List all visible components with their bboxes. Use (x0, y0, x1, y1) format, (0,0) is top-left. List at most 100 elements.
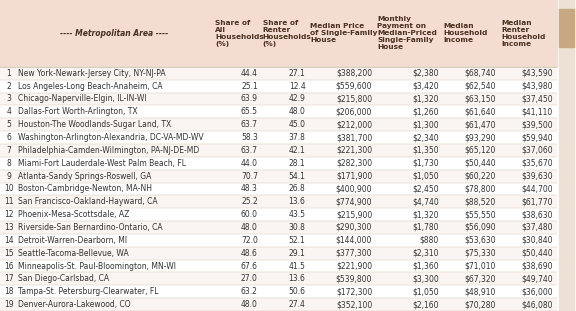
Text: $290,300: $290,300 (336, 223, 372, 232)
Text: 13: 13 (4, 223, 13, 232)
Text: $1,730: $1,730 (412, 159, 439, 168)
Text: 48.3: 48.3 (241, 184, 258, 193)
Text: 67.6: 67.6 (241, 262, 258, 271)
Text: $36,000: $36,000 (521, 287, 553, 296)
Text: 15: 15 (4, 249, 13, 258)
Text: Median
Household
Income: Median Household Income (444, 23, 488, 44)
Text: $50,440: $50,440 (464, 159, 496, 168)
Text: 10: 10 (4, 184, 13, 193)
Text: 63.9: 63.9 (241, 95, 258, 104)
Text: $1,320: $1,320 (412, 210, 439, 219)
Text: $62,540: $62,540 (464, 82, 496, 91)
Text: 12: 12 (4, 210, 13, 219)
Text: 13.6: 13.6 (289, 274, 305, 283)
Text: $88,520: $88,520 (465, 197, 496, 206)
Text: 48.0: 48.0 (241, 300, 258, 309)
Bar (0, 170, 557, 183)
Text: Houston-The Woodlands-Sugar Land, TX: Houston-The Woodlands-Sugar Land, TX (18, 120, 171, 129)
Text: 48.6: 48.6 (241, 249, 258, 258)
Text: $37,480: $37,480 (522, 223, 553, 232)
Bar (0, 195, 557, 208)
Text: $2,340: $2,340 (412, 133, 439, 142)
Text: 44.4: 44.4 (241, 69, 258, 78)
Text: 13.6: 13.6 (289, 197, 305, 206)
Text: $71,010: $71,010 (465, 262, 496, 271)
Text: 63.2: 63.2 (241, 287, 258, 296)
Text: 25.1: 25.1 (241, 82, 258, 91)
Bar (0, 247, 557, 260)
Bar (0, 285, 557, 298)
Bar (0, 272, 557, 285)
Text: $67,320: $67,320 (464, 274, 496, 283)
Text: $221,900: $221,900 (336, 262, 372, 271)
Text: $2,160: $2,160 (412, 300, 439, 309)
Text: $78,800: $78,800 (465, 184, 496, 193)
Text: 72.0: 72.0 (241, 236, 258, 245)
Text: $282,300: $282,300 (336, 159, 372, 168)
Text: Detroit-Warren-Dearborn, MI: Detroit-Warren-Dearborn, MI (18, 236, 127, 245)
Text: 63.7: 63.7 (241, 120, 258, 129)
Text: $1,360: $1,360 (412, 262, 439, 271)
Text: $2,450: $2,450 (412, 184, 439, 193)
Text: $53,630: $53,630 (464, 236, 496, 245)
Text: $388,200: $388,200 (336, 69, 372, 78)
Text: Monthly
Payment on
Median-Priced
Single-Family
House: Monthly Payment on Median-Priced Single-… (377, 16, 437, 50)
Text: Chicago-Naperville-Elgin, IL-IN-WI: Chicago-Naperville-Elgin, IL-IN-WI (18, 95, 146, 104)
Text: 2: 2 (6, 82, 11, 91)
Text: 30.8: 30.8 (289, 223, 305, 232)
Text: $38,630: $38,630 (522, 210, 553, 219)
Text: $2,380: $2,380 (412, 69, 439, 78)
Text: $3,300: $3,300 (412, 274, 439, 283)
Text: $59,940: $59,940 (521, 133, 553, 142)
Text: Seattle-Tacoma-Bellevue, WA: Seattle-Tacoma-Bellevue, WA (18, 249, 128, 258)
Text: 28.1: 28.1 (289, 159, 305, 168)
Text: 58.3: 58.3 (241, 133, 258, 142)
Text: 52.1: 52.1 (289, 236, 305, 245)
Text: $61,470: $61,470 (464, 120, 496, 129)
Text: $221,300: $221,300 (336, 146, 372, 155)
Text: $400,900: $400,900 (336, 184, 372, 193)
Text: $1,350: $1,350 (412, 146, 439, 155)
Text: $56,090: $56,090 (464, 223, 496, 232)
Text: $381,700: $381,700 (336, 133, 372, 142)
Text: 26.8: 26.8 (289, 184, 305, 193)
Text: $63,150: $63,150 (464, 95, 496, 104)
Bar (0, 208, 557, 221)
Text: $206,000: $206,000 (336, 107, 372, 116)
Text: $30,840: $30,840 (522, 236, 553, 245)
Text: 60.0: 60.0 (241, 210, 258, 219)
Text: $49,740: $49,740 (521, 274, 553, 283)
Text: 27.1: 27.1 (289, 69, 305, 78)
Text: New York-Newark-Jersey City, NY-NJ-PA: New York-Newark-Jersey City, NY-NJ-PA (18, 69, 165, 78)
Text: 25.2: 25.2 (241, 197, 258, 206)
Text: 16: 16 (4, 262, 13, 271)
Text: $61,770: $61,770 (522, 197, 553, 206)
Text: $539,800: $539,800 (336, 274, 372, 283)
Text: Miami-Fort Lauderdale-West Palm Beach, FL: Miami-Fort Lauderdale-West Palm Beach, F… (18, 159, 186, 168)
Text: 41.5: 41.5 (289, 262, 305, 271)
Text: 7: 7 (6, 146, 11, 155)
Text: Riverside-San Bernardino-Ontario, CA: Riverside-San Bernardino-Ontario, CA (18, 223, 162, 232)
Text: 9: 9 (6, 172, 11, 181)
Text: $1,050: $1,050 (412, 287, 439, 296)
Text: Tampa-St. Petersburg-Clearwater, FL: Tampa-St. Petersburg-Clearwater, FL (18, 287, 158, 296)
Text: $35,670: $35,670 (521, 159, 553, 168)
Text: $43,980: $43,980 (522, 82, 553, 91)
Text: $68,740: $68,740 (464, 69, 496, 78)
Text: $880: $880 (419, 236, 439, 245)
Text: Dallas-Fort Worth-Arlington, TX: Dallas-Fort Worth-Arlington, TX (18, 107, 138, 116)
Text: 48.0: 48.0 (289, 107, 305, 116)
Text: Atlanta-Sandy Springs-Roswell, GA: Atlanta-Sandy Springs-Roswell, GA (18, 172, 151, 181)
Text: $39,630: $39,630 (521, 172, 553, 181)
Text: $1,300: $1,300 (412, 120, 439, 129)
Text: 18: 18 (4, 287, 13, 296)
Text: 48.0: 48.0 (241, 223, 258, 232)
Text: $37,060: $37,060 (521, 146, 553, 155)
Bar (0, 144, 557, 157)
Text: 1: 1 (6, 69, 11, 78)
Bar (0, 93, 557, 105)
Bar (0, 234, 557, 247)
Text: $39,500: $39,500 (521, 120, 553, 129)
Text: 4: 4 (6, 107, 11, 116)
Bar (0, 118, 557, 131)
